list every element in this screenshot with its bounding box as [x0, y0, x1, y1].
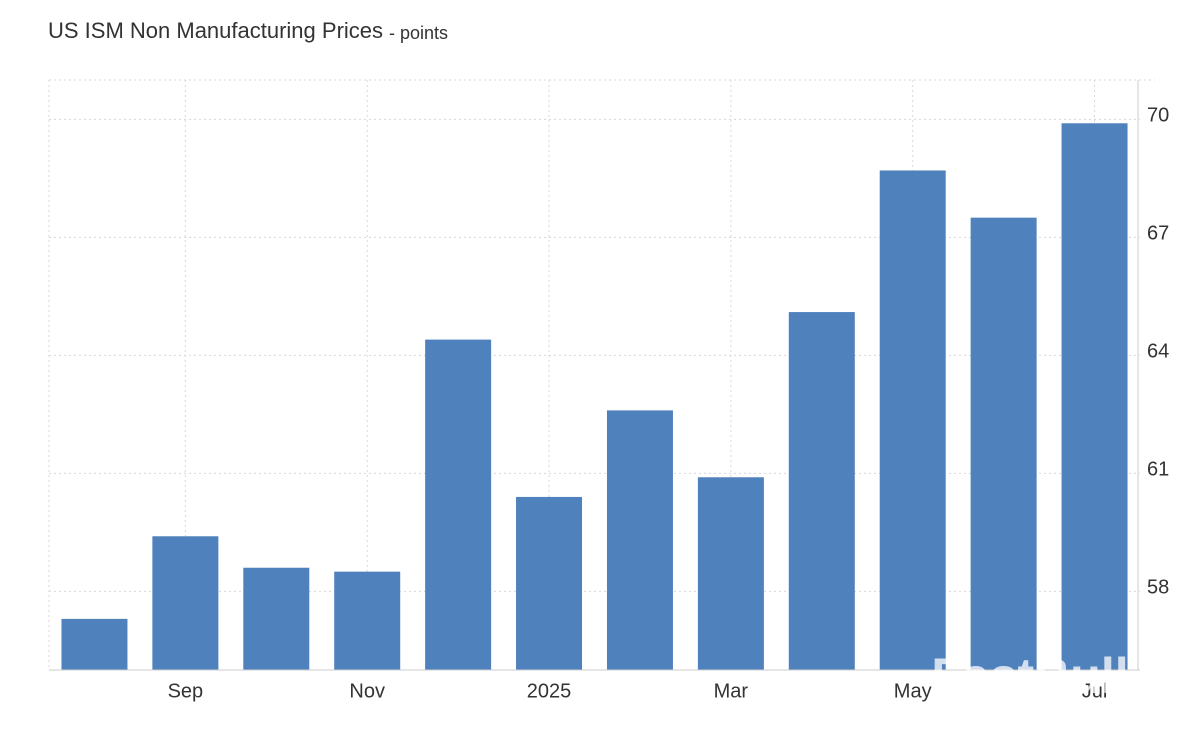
bar	[1061, 123, 1128, 671]
x-tick-label: Mar	[714, 680, 749, 702]
y-tick-label: 61	[1147, 459, 1169, 481]
bar	[516, 496, 583, 670]
y-tick-label: 58	[1147, 577, 1169, 599]
y-tick-label: 70	[1147, 105, 1169, 127]
bar	[970, 217, 1037, 670]
bar	[152, 536, 219, 670]
x-tick-label: Jul	[1082, 680, 1108, 702]
bar	[61, 618, 128, 670]
bar	[425, 339, 492, 670]
watermark: FastBull	[931, 648, 1128, 704]
y-tick-label: 67	[1147, 223, 1169, 245]
x-tick-label: Nov	[349, 680, 385, 702]
chart-title: US ISM Non Manufacturing Prices	[48, 18, 383, 43]
bar	[697, 477, 764, 670]
bar	[879, 170, 946, 670]
bar	[243, 567, 310, 670]
bar	[606, 410, 673, 670]
bar	[788, 312, 855, 670]
chart-subtitle: - points	[389, 23, 448, 43]
x-tick-label: 2025	[527, 680, 572, 702]
y-tick-label: 64	[1147, 341, 1169, 363]
x-tick-label: Sep	[168, 680, 204, 702]
x-tick-label: May	[894, 680, 932, 702]
bar	[334, 571, 401, 670]
